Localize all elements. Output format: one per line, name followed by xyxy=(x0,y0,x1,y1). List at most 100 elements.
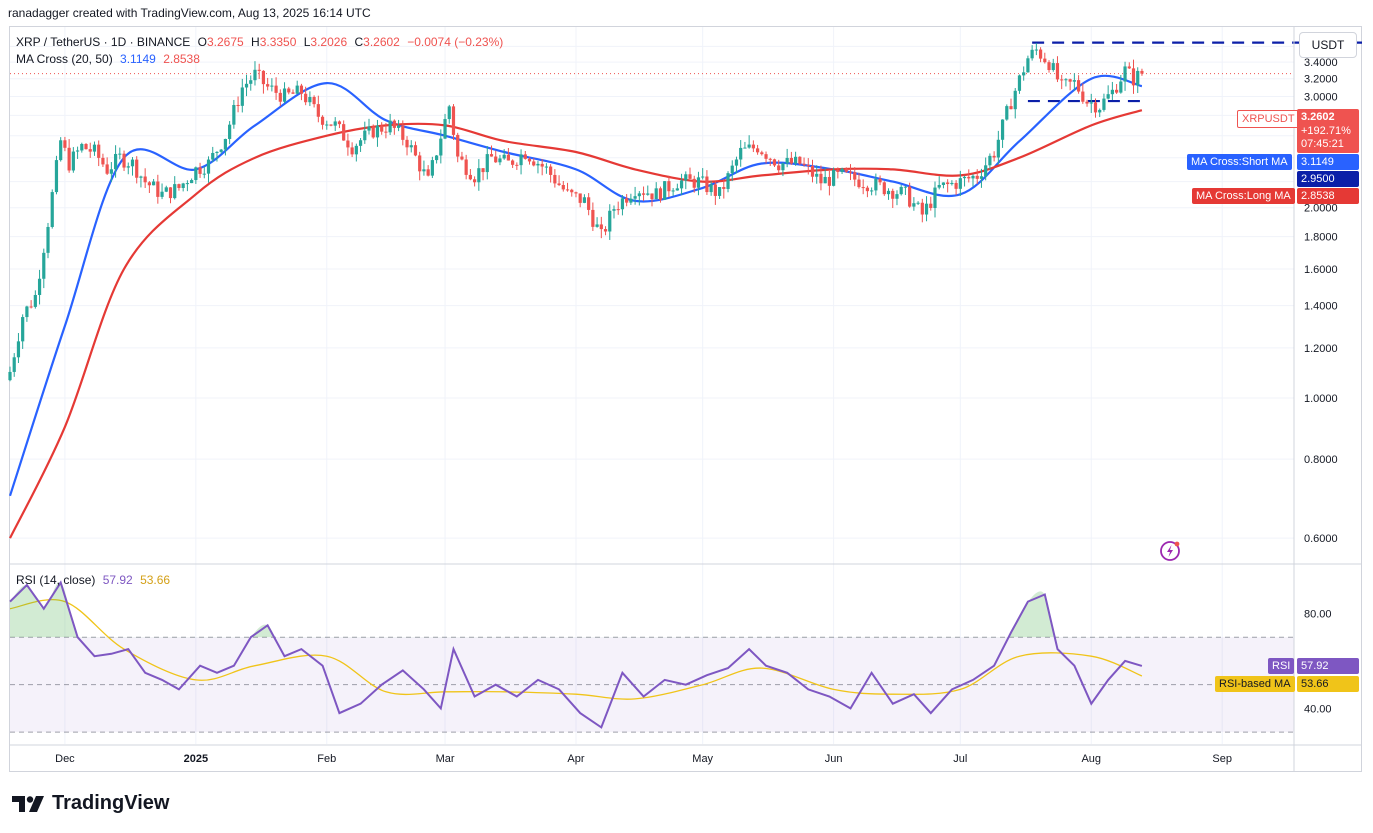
candle-body xyxy=(878,178,882,183)
candle-body xyxy=(599,224,603,230)
candle-body xyxy=(371,126,375,138)
candle-body xyxy=(1119,81,1123,93)
candle-body xyxy=(1089,102,1093,104)
rsi-tick-label: 80.00 xyxy=(1304,608,1332,620)
price-tick-label: 3.0000 xyxy=(1304,91,1338,103)
candle-body xyxy=(160,191,164,197)
rsi-line xyxy=(9,580,1143,729)
candle-body xyxy=(832,170,836,186)
short-ma-price-tag: 3.1149 xyxy=(1297,154,1359,170)
candle-body xyxy=(519,154,523,166)
rsi-ma-line xyxy=(9,599,1143,700)
candle-body xyxy=(886,190,891,195)
candle-body xyxy=(118,153,122,155)
symbol-title[interactable]: XRP / TetherUS · 1D · BINANCE xyxy=(16,35,191,49)
price-tick-label: 1.6000 xyxy=(1304,264,1338,276)
rsi-price-tag: 57.92 xyxy=(1297,658,1359,674)
candle-body xyxy=(282,88,287,102)
candle-body xyxy=(37,278,42,295)
candle-body xyxy=(92,144,97,152)
candle-body xyxy=(908,186,912,207)
candle-body xyxy=(388,120,392,133)
candle-body xyxy=(506,154,510,161)
candle-body xyxy=(25,306,29,318)
candle-body xyxy=(63,140,67,148)
candle-body xyxy=(266,84,270,87)
time-tick-label: May xyxy=(692,753,713,765)
candle-body xyxy=(358,140,363,146)
flash-icon[interactable] xyxy=(1160,541,1180,561)
candle-body xyxy=(734,159,739,166)
candle-body xyxy=(409,145,413,148)
candle-body xyxy=(101,157,105,165)
candle-body xyxy=(958,178,962,189)
symbol-legend: XRP / TetherUS · 1D · BINANCE O3.2675 H3… xyxy=(16,35,507,49)
candle-body xyxy=(1110,89,1114,95)
candle-body xyxy=(667,181,671,192)
candle-body xyxy=(33,294,37,307)
rsi-indicator-label[interactable]: RSI (14, close) xyxy=(16,573,96,587)
candle-body xyxy=(223,138,228,150)
candle-body xyxy=(1013,90,1017,110)
candle-body xyxy=(916,202,920,204)
candle-body xyxy=(84,143,88,150)
ma-indicator-label[interactable]: MA Cross (20, 50) xyxy=(16,52,113,66)
line-layer xyxy=(8,41,1362,729)
candle-body xyxy=(772,159,777,166)
candle-body xyxy=(992,155,996,158)
change-percent: +192.71% xyxy=(1301,124,1351,137)
candle-body xyxy=(177,184,181,188)
candle-body xyxy=(211,152,215,160)
candle-body xyxy=(1026,58,1030,73)
candle-body xyxy=(620,198,625,210)
candle-body xyxy=(616,209,620,211)
candle-body xyxy=(574,192,578,194)
candle-body xyxy=(413,145,418,156)
rsi-tick-label: 40.00 xyxy=(1304,703,1332,715)
candle-body xyxy=(164,187,168,192)
candle-body xyxy=(650,193,654,200)
candle-body xyxy=(337,121,342,125)
low-label: L xyxy=(303,35,311,49)
currency-button[interactable]: USDT xyxy=(1299,32,1357,58)
chart-frame xyxy=(9,26,1362,772)
candle-body xyxy=(557,183,561,186)
candle-body xyxy=(173,184,177,199)
candle-body xyxy=(426,169,430,176)
candle-body xyxy=(726,173,730,189)
candle-body xyxy=(502,154,506,159)
candle-body xyxy=(75,150,80,152)
tradingview-logo[interactable]: TradingView xyxy=(12,792,169,815)
candle-body xyxy=(494,156,498,163)
candle-body xyxy=(392,120,396,128)
chart-attribution: ranadagger created with TradingView.com,… xyxy=(8,6,371,20)
candle-body xyxy=(658,188,663,200)
short-ma-tag: MA Cross:Short MA xyxy=(1187,154,1292,170)
candle-body xyxy=(464,159,468,175)
candle-body xyxy=(760,152,764,155)
candle-body xyxy=(844,168,848,172)
ma-short-value: 3.1149 xyxy=(120,52,156,66)
candle-body xyxy=(477,168,481,183)
candle-body xyxy=(485,154,489,173)
candle-body xyxy=(591,209,595,227)
price-tick-label: 1.0000 xyxy=(1304,393,1338,405)
candle-body xyxy=(16,341,21,358)
grid-layer xyxy=(10,27,1294,744)
candle-body xyxy=(865,187,870,192)
candle-body xyxy=(312,97,316,105)
candle-body xyxy=(1115,89,1119,93)
candle-body xyxy=(595,224,599,227)
candle-body xyxy=(249,80,253,84)
candle-body xyxy=(511,160,515,165)
candle-body xyxy=(50,192,54,227)
candle-body xyxy=(536,163,540,166)
candle-body xyxy=(1136,70,1140,86)
candle-body xyxy=(899,186,903,195)
high-value: 3.3350 xyxy=(259,35,297,49)
candle-body xyxy=(88,149,92,152)
candle-body xyxy=(1123,66,1127,82)
candle-body xyxy=(113,153,118,170)
symbol-price-tag: XRPUSDT xyxy=(1237,110,1300,128)
